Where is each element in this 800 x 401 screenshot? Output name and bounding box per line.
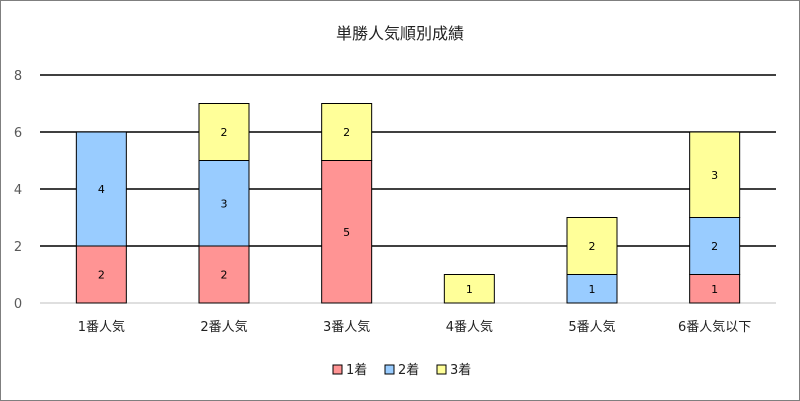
chart-title: 単勝人気順別成績: [336, 24, 464, 43]
legend-swatch-2: [384, 364, 395, 375]
bar-segment-1: [689, 274, 741, 304]
y-tick-label: 8: [14, 69, 22, 84]
data-label: 1: [466, 283, 473, 296]
legend-label: 1着: [346, 362, 367, 378]
data-label: 2: [221, 126, 228, 139]
data-label: 2: [589, 240, 596, 253]
data-label: 5: [343, 226, 350, 239]
bar-segment-3: [198, 103, 250, 161]
legend: 1着 2着 3着: [332, 362, 471, 378]
x-axis: 1番人気 2番人気 3番人気 4番人気 5番人気 6番人気以下: [78, 319, 752, 335]
bar-segment-3: [321, 103, 373, 161]
data-label: 4: [98, 183, 105, 196]
bar-segment-1: [75, 245, 127, 304]
y-tick-label: 2: [14, 240, 22, 255]
x-tick-label: 3番人気: [323, 319, 370, 335]
legend-swatch-3: [436, 364, 447, 375]
data-label: 3: [221, 197, 228, 210]
x-tick-label: 6番人気以下: [678, 319, 751, 335]
data-label: 3: [711, 169, 718, 182]
x-tick-label: 2番人気: [200, 319, 247, 335]
y-tick-label: 0: [14, 297, 22, 312]
bar-segment-3: [443, 274, 495, 304]
legend-label: 3着: [450, 362, 471, 378]
bar-segment-1: [321, 160, 373, 304]
x-tick-label: 4番人気: [446, 319, 493, 335]
bar-segment-2: [566, 274, 618, 304]
x-tick-label: 5番人気: [568, 319, 615, 335]
y-tick-label: 4: [14, 183, 22, 198]
bar-segment-3: [566, 217, 618, 275]
legend-label: 2着: [398, 362, 419, 378]
legend-swatch-1: [332, 364, 343, 375]
data-label: 2: [98, 269, 105, 282]
data-label: 2: [343, 126, 350, 139]
gridlines: [40, 74, 776, 304]
x-tick-label: 1番人気: [78, 319, 125, 335]
y-tick-label: 6: [14, 126, 22, 141]
bar-segment-3: [689, 131, 741, 218]
y-axis: 0 2 4 6 8: [14, 69, 22, 312]
data-label: 1: [711, 283, 718, 296]
data-label: 2: [711, 240, 718, 253]
bar-segment-2: [689, 217, 741, 275]
data-label: 1: [589, 283, 596, 296]
data-label: 2: [221, 269, 228, 282]
bar-segment-2: [75, 131, 127, 247]
bars: 2 4 2 3 2 5 2 1 1 2 1 2 3: [75, 103, 741, 304]
